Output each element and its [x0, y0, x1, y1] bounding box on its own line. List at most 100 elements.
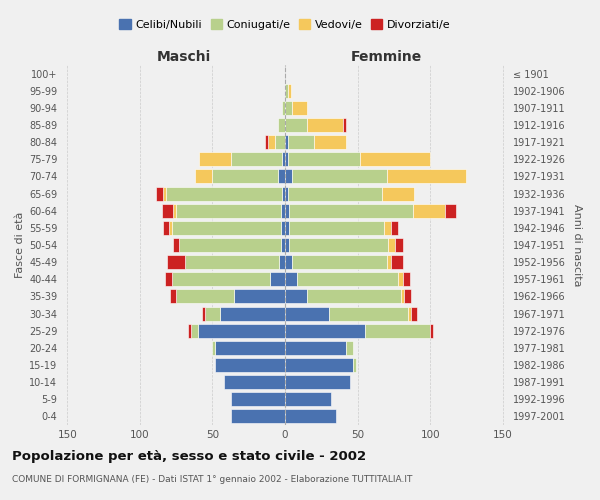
Bar: [430, 324, 433, 338]
Bar: [278, 118, 285, 132]
Bar: [281, 204, 285, 218]
Bar: [445, 204, 456, 218]
Bar: [365, 324, 430, 338]
Bar: [199, 152, 231, 166]
Bar: [285, 170, 292, 183]
Text: COMUNE DI FORMIGNANA (FE) - Dati ISTAT 1° gennaio 2002 - Elaborazione TUTTITALIA: COMUNE DI FORMIGNANA (FE) - Dati ISTAT 1…: [12, 475, 412, 484]
Bar: [409, 306, 411, 320]
Bar: [271, 272, 285, 286]
Bar: [285, 238, 289, 252]
Bar: [195, 170, 212, 183]
Bar: [172, 272, 271, 286]
Bar: [231, 392, 285, 406]
Bar: [282, 152, 285, 166]
Bar: [234, 290, 285, 304]
Bar: [185, 255, 279, 269]
Bar: [384, 221, 391, 235]
Bar: [215, 341, 285, 355]
Bar: [411, 306, 417, 320]
Bar: [285, 375, 350, 389]
Bar: [156, 186, 163, 200]
Bar: [161, 204, 173, 218]
Bar: [176, 290, 234, 304]
Bar: [191, 324, 198, 338]
Bar: [413, 204, 445, 218]
Bar: [398, 272, 403, 286]
Bar: [285, 118, 307, 132]
Bar: [292, 255, 386, 269]
Bar: [205, 306, 220, 320]
Bar: [285, 221, 289, 235]
Bar: [386, 170, 466, 183]
Text: Popolazione per età, sesso e stato civile - 2002: Popolazione per età, sesso e stato civil…: [12, 450, 366, 463]
Bar: [202, 306, 205, 320]
Bar: [173, 204, 176, 218]
Bar: [289, 221, 384, 235]
Bar: [163, 221, 169, 235]
Bar: [285, 152, 288, 166]
Legend: Celibi/Nubili, Coniugati/e, Vedovi/e, Divorziati/e: Celibi/Nubili, Coniugati/e, Vedovi/e, Di…: [115, 15, 455, 34]
Bar: [212, 170, 278, 183]
Bar: [382, 186, 414, 200]
Bar: [172, 221, 281, 235]
Bar: [288, 135, 314, 149]
Bar: [169, 221, 172, 235]
Bar: [163, 186, 166, 200]
Bar: [329, 306, 409, 320]
Bar: [388, 238, 395, 252]
Bar: [307, 118, 343, 132]
Bar: [403, 272, 410, 286]
Bar: [231, 410, 285, 424]
Y-axis label: Fasce di età: Fasce di età: [14, 212, 25, 278]
Bar: [167, 255, 185, 269]
Bar: [285, 290, 307, 304]
Bar: [198, 324, 285, 338]
Bar: [285, 135, 288, 149]
Bar: [279, 255, 285, 269]
Bar: [176, 204, 281, 218]
Bar: [292, 101, 307, 115]
Bar: [281, 238, 285, 252]
Bar: [307, 290, 401, 304]
Bar: [164, 272, 172, 286]
Bar: [275, 135, 285, 149]
Bar: [285, 204, 289, 218]
Bar: [285, 101, 292, 115]
Bar: [282, 186, 285, 200]
Y-axis label: Anni di nascita: Anni di nascita: [572, 204, 583, 286]
Text: Maschi: Maschi: [157, 50, 211, 64]
Bar: [285, 341, 346, 355]
Bar: [288, 84, 291, 98]
Bar: [265, 135, 268, 149]
Bar: [353, 358, 356, 372]
Bar: [166, 186, 282, 200]
Bar: [296, 272, 398, 286]
Bar: [173, 238, 179, 252]
Bar: [179, 238, 281, 252]
Bar: [391, 255, 403, 269]
Bar: [386, 255, 391, 269]
Bar: [170, 290, 176, 304]
Bar: [285, 324, 365, 338]
Bar: [289, 238, 388, 252]
Bar: [285, 392, 331, 406]
Bar: [285, 255, 292, 269]
Bar: [231, 152, 282, 166]
Bar: [395, 238, 403, 252]
Bar: [404, 290, 411, 304]
Bar: [278, 170, 285, 183]
Bar: [314, 135, 346, 149]
Bar: [285, 358, 353, 372]
Bar: [391, 221, 398, 235]
Bar: [224, 375, 285, 389]
Bar: [285, 306, 329, 320]
Bar: [282, 101, 285, 115]
Bar: [289, 204, 413, 218]
Bar: [288, 152, 361, 166]
Bar: [268, 135, 275, 149]
Bar: [285, 84, 288, 98]
Text: Femmine: Femmine: [350, 50, 422, 64]
Bar: [220, 306, 285, 320]
Bar: [361, 152, 430, 166]
Bar: [212, 341, 215, 355]
